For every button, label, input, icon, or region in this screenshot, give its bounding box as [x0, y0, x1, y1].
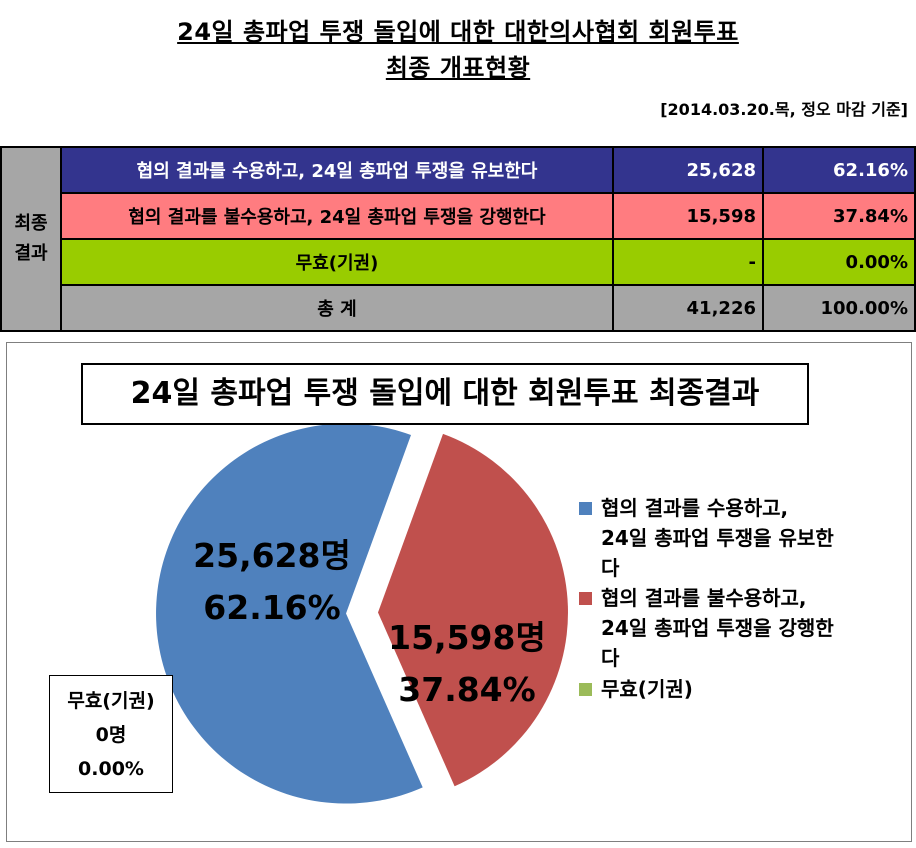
- table-row: 총 계 41,226 100.00%: [1, 284, 916, 332]
- table-row: 최종 결과 협의 결과를 수용하고, 24일 총파업 투쟁을 유보한다 25,6…: [0, 146, 916, 332]
- row-percent-invalid: 0.00%: [762, 238, 916, 286]
- row-header: 최종 결과: [0, 146, 62, 332]
- row-label-invalid: 무효(기권): [60, 238, 614, 286]
- legend-text-invalid: 무효(기권): [601, 677, 693, 701]
- row-count-total: 41,226: [612, 284, 764, 332]
- data-label-reject-percent: 37.84%: [398, 670, 535, 709]
- invalid-callout: 무효(기권) 0명 0.00%: [49, 675, 173, 793]
- page-title: 24일 총파업 투쟁 돌입에 대한 대한의사협회 회원투표: [177, 18, 739, 46]
- date-stamp: [2014.03.20.목, 정오 마감 기준]: [660, 100, 908, 119]
- data-label-accept-count: 25,628명: [193, 536, 351, 575]
- invalid-callout-percent: 0.00%: [78, 758, 144, 780]
- legend-text-reject-1: 협의 결과를 불수용하고,: [601, 586, 807, 610]
- legend-text-reject-2: 24일 총파업 투쟁을 강행한: [601, 616, 834, 640]
- page-subtitle: 최종 개표현황: [385, 54, 531, 82]
- legend-swatch-invalid: [579, 683, 592, 696]
- legend-item-reject: 협의 결과를 불수용하고, 24일 총파업 투쟁을 강행한 다: [579, 583, 879, 673]
- row-count-accept: 25,628: [612, 146, 764, 194]
- data-label-reject-count: 15,598명: [388, 618, 546, 657]
- row-count-reject: 15,598: [612, 192, 764, 240]
- legend-item-accept: 협의 결과를 수용하고, 24일 총파업 투쟁을 유보한 다: [579, 493, 879, 583]
- row-percent-accept: 62.16%: [762, 146, 916, 194]
- row-label-reject: 협의 결과를 불수용하고, 24일 총파업 투쟁을 강행한다: [60, 192, 614, 240]
- chart-area: 25,628명 62.16% 15,598명 37.84% 24일 총파업 투쟁…: [6, 342, 912, 842]
- table-row: 협의 결과를 불수용하고, 24일 총파업 투쟁을 강행한다 15,598 37…: [1, 192, 916, 240]
- pie-slice-reject: [377, 433, 568, 787]
- pie-chart: 25,628명 62.16% 15,598명 37.84%: [156, 423, 568, 804]
- row-label-accept: 협의 결과를 수용하고, 24일 총파업 투쟁을 유보한다: [60, 146, 614, 194]
- row-label-total: 총 계: [60, 284, 614, 332]
- invalid-callout-count: 0명: [95, 724, 127, 746]
- row-percent-total: 100.00%: [762, 284, 916, 332]
- pie-slice-accept: [156, 423, 423, 804]
- row-count-invalid: -: [612, 238, 764, 286]
- legend-text-accept-1: 협의 결과를 수용하고,: [601, 496, 789, 520]
- legend-item-invalid: 무효(기권): [579, 674, 879, 704]
- legend-text-accept-3: 다: [601, 556, 620, 580]
- legend-text-reject-3: 다: [601, 646, 620, 670]
- data-label-accept-percent: 62.16%: [203, 588, 340, 627]
- table-row: 무효(기권) - 0.00%: [1, 238, 916, 286]
- legend-text-accept-2: 24일 총파업 투쟁을 유보한: [601, 526, 834, 550]
- row-header-line1: 최종: [14, 213, 48, 234]
- legend-swatch-accept: [579, 502, 592, 515]
- row-header-line2: 결과: [14, 243, 48, 264]
- results-table: 최종 결과 협의 결과를 수용하고, 24일 총파업 투쟁을 유보한다 25,6…: [0, 146, 916, 332]
- row-percent-reject: 37.84%: [762, 192, 916, 240]
- chart-title: 24일 총파업 투쟁 돌입에 대한 회원투표 최종결과: [81, 363, 809, 425]
- invalid-callout-label: 무효(기권): [67, 690, 155, 712]
- legend-swatch-reject: [579, 592, 592, 605]
